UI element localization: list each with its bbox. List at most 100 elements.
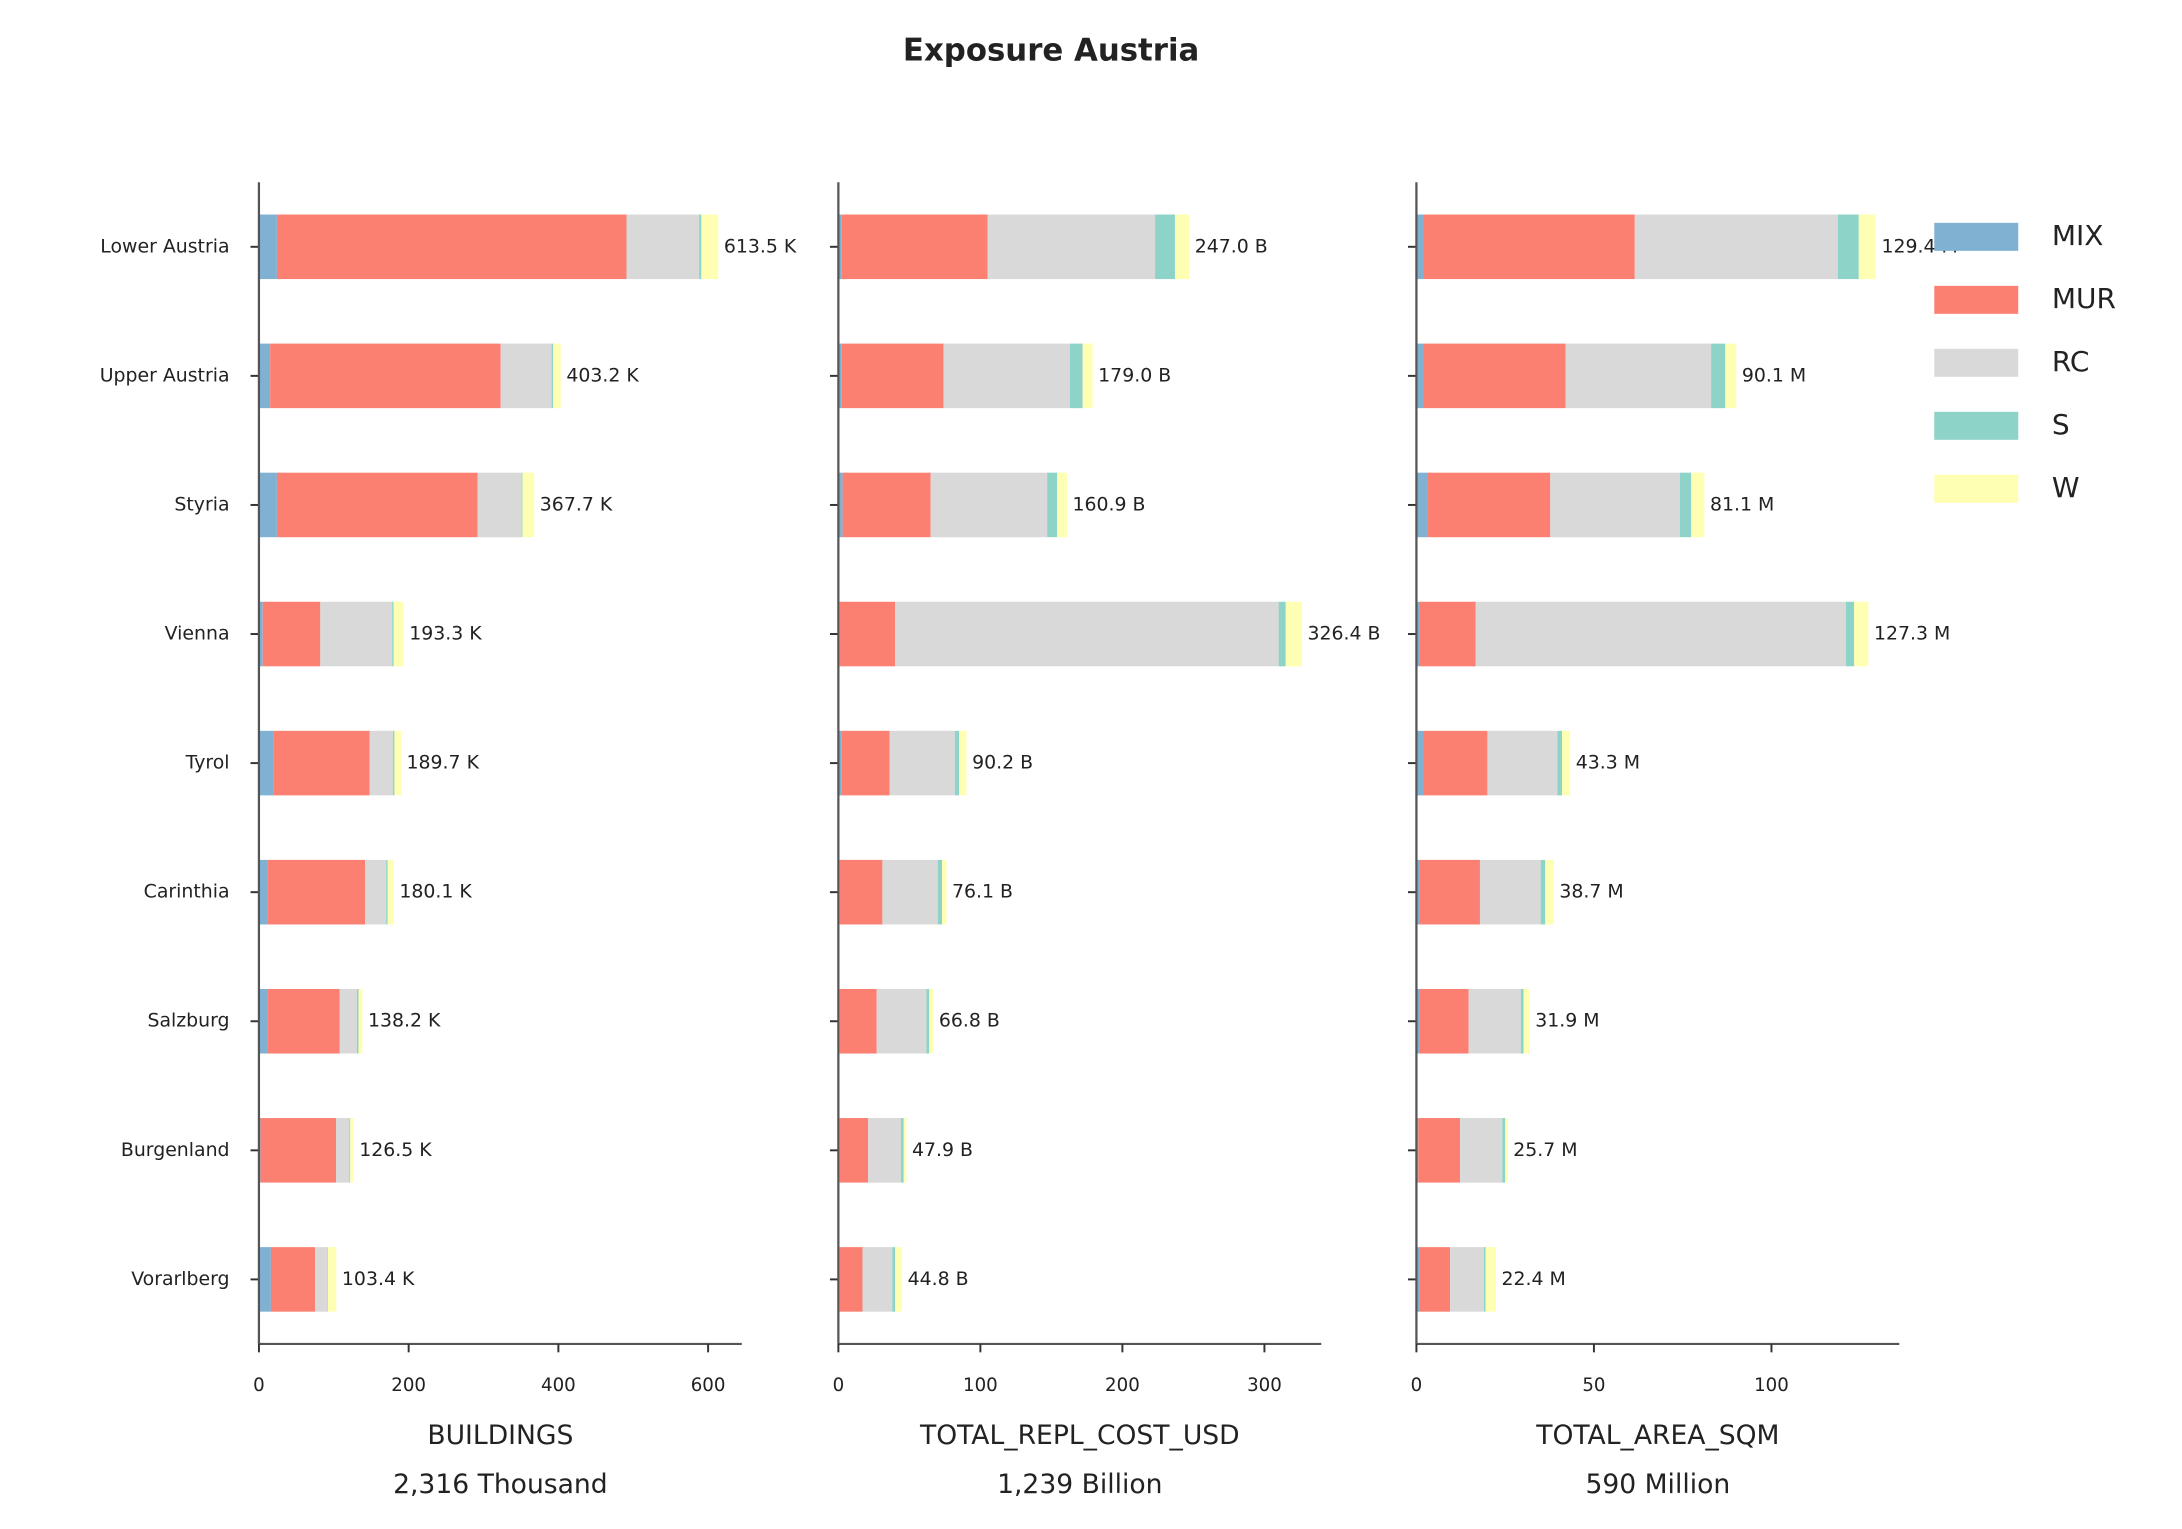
y-tick-label: Styria bbox=[174, 493, 229, 515]
bar-segment bbox=[1711, 343, 1726, 409]
value-label: 90.2 B bbox=[972, 752, 1033, 774]
x-tick-label: 200 bbox=[391, 1375, 426, 1396]
bar-segment bbox=[258, 343, 271, 409]
bar-segment bbox=[392, 601, 394, 667]
bar-segment bbox=[1278, 601, 1286, 667]
value-label: 126.5 K bbox=[359, 1139, 432, 1161]
bar-segment bbox=[500, 343, 552, 409]
value-label: 43.3 M bbox=[1576, 752, 1640, 774]
x-tick-label: 300 bbox=[1247, 1375, 1282, 1396]
bar-segment bbox=[839, 1118, 869, 1183]
bar-segment bbox=[1540, 859, 1546, 925]
bar-segment bbox=[1468, 988, 1521, 1054]
bar-segment bbox=[1450, 1247, 1484, 1312]
bar-segment bbox=[386, 859, 388, 925]
x-tick-label: 0 bbox=[253, 1375, 265, 1396]
bar-segment bbox=[839, 859, 883, 925]
bar-segment bbox=[701, 214, 719, 280]
value-label: 81.1 M bbox=[1710, 493, 1774, 515]
bar-segment bbox=[937, 859, 943, 925]
bar-segment bbox=[1423, 343, 1566, 409]
bar-segment bbox=[842, 472, 931, 538]
y-tick-label: Upper Austria bbox=[100, 364, 230, 386]
bar-segment bbox=[987, 214, 1156, 280]
x-tick-label: 0 bbox=[1411, 1375, 1423, 1396]
bar-segment bbox=[954, 730, 960, 796]
bar-segment bbox=[838, 214, 842, 280]
bar-segment bbox=[841, 730, 890, 796]
value-label: 179.0 B bbox=[1098, 364, 1171, 386]
x-axis-label: TOTAL_REPL_COST_USD bbox=[919, 1420, 1240, 1451]
bar-segment bbox=[356, 988, 359, 1054]
value-label: 180.1 K bbox=[399, 881, 472, 903]
bar-segment bbox=[889, 730, 955, 796]
x-axis-label: BUILDINGS bbox=[427, 1420, 573, 1451]
bar-segment bbox=[1427, 472, 1551, 538]
bar-segment bbox=[942, 859, 947, 925]
bar-segment bbox=[276, 472, 478, 538]
bar-segment bbox=[1479, 859, 1541, 925]
bar-segment bbox=[1557, 730, 1562, 796]
bar-segment bbox=[903, 1118, 907, 1183]
value-label: 160.9 B bbox=[1072, 493, 1145, 515]
bar-segment bbox=[1460, 1118, 1503, 1183]
bar-segment bbox=[1069, 343, 1083, 409]
bar-segment bbox=[320, 601, 393, 667]
x-axis-note: 1,239 Billion bbox=[997, 1469, 1162, 1500]
bar-segment bbox=[350, 1118, 354, 1183]
bar-segment bbox=[477, 472, 522, 538]
x-axis-note: 590 Million bbox=[1585, 1469, 1730, 1500]
bar-segment bbox=[1520, 988, 1524, 1054]
bar-segment bbox=[892, 1247, 896, 1312]
bar-segment bbox=[276, 214, 627, 280]
bar-segment bbox=[270, 1247, 316, 1312]
value-label: 189.7 K bbox=[407, 752, 480, 774]
value-label: 66.8 B bbox=[939, 1010, 1000, 1032]
bar-segment bbox=[1416, 1247, 1420, 1312]
x-axis-label: TOTAL_AREA_SQM bbox=[1535, 1420, 1779, 1451]
bar-segment bbox=[862, 1247, 893, 1312]
value-label: 76.1 B bbox=[952, 881, 1013, 903]
legend-label: MUR bbox=[2052, 282, 2116, 315]
value-label: 403.2 K bbox=[566, 364, 639, 386]
bar-segment bbox=[262, 601, 321, 667]
y-tick-label: Tyrol bbox=[185, 752, 230, 774]
bar-segment bbox=[1854, 601, 1869, 667]
bar-segment bbox=[521, 472, 523, 538]
y-tick-label: Burgenland bbox=[121, 1139, 230, 1161]
bar-segment bbox=[267, 859, 366, 925]
chart-title: Exposure Austria bbox=[903, 33, 1199, 69]
bar-segment bbox=[522, 472, 535, 538]
bar-segment bbox=[1416, 601, 1420, 667]
y-tick-label: Lower Austria bbox=[100, 235, 229, 257]
bar-segment bbox=[882, 859, 938, 925]
legend-label: W bbox=[2052, 471, 2080, 504]
bar-segment bbox=[267, 988, 340, 1054]
bar-segment bbox=[1416, 343, 1424, 409]
bar-segment bbox=[393, 601, 404, 667]
bar-segment bbox=[1485, 1247, 1496, 1312]
bar-segment bbox=[1679, 472, 1692, 538]
bar-segment bbox=[1505, 1118, 1508, 1183]
bar-segment bbox=[1174, 214, 1190, 280]
bar-segment bbox=[315, 1247, 328, 1312]
value-label: 193.3 K bbox=[409, 623, 482, 645]
bar-segment bbox=[838, 730, 842, 796]
bar-segment bbox=[1550, 472, 1680, 538]
value-label: 138.2 K bbox=[368, 1010, 441, 1032]
bar-segment bbox=[841, 214, 988, 280]
bar-segment bbox=[876, 988, 927, 1054]
bar-segment bbox=[1155, 214, 1175, 280]
bar-segment bbox=[1545, 859, 1554, 925]
value-label: 44.8 B bbox=[908, 1268, 969, 1290]
bar-segment bbox=[1285, 601, 1302, 667]
bar-segment bbox=[1082, 343, 1093, 409]
bar-segment bbox=[1057, 472, 1067, 538]
bar-segment bbox=[258, 730, 274, 796]
bar-segment bbox=[336, 1118, 350, 1183]
legend-swatch bbox=[1934, 285, 2019, 314]
y-tick-label: Salzburg bbox=[147, 1010, 229, 1032]
x-tick-label: 100 bbox=[1754, 1375, 1789, 1396]
value-label: 103.4 K bbox=[342, 1268, 415, 1290]
